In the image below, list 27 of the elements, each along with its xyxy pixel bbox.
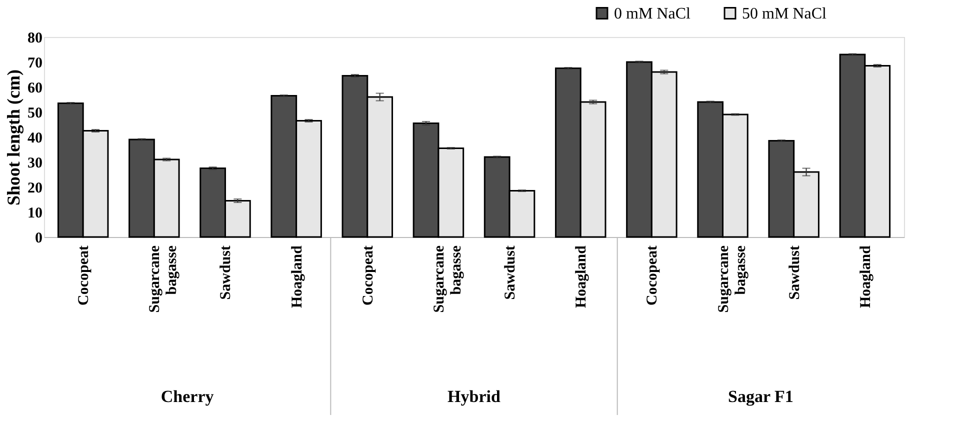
y-tick-label: 0 bbox=[35, 230, 42, 246]
x-tick-label: Sugarcane bagasse bbox=[431, 245, 464, 313]
x-tick-label: Hoagland bbox=[858, 244, 874, 308]
x-tick-label: Sugarcane bagasse bbox=[716, 245, 749, 313]
x-tick-label: Sawdust bbox=[786, 246, 803, 300]
x-tick-label: Cocopeat bbox=[644, 246, 661, 306]
y-tick-label: 30 bbox=[28, 156, 42, 172]
text: Cherry bbox=[160, 387, 214, 406]
y-tick-label: 10 bbox=[28, 206, 42, 222]
y-tick-label: 40 bbox=[28, 130, 42, 146]
y-tick-label: 50 bbox=[28, 106, 42, 122]
y-tick-label: 80 bbox=[28, 30, 42, 46]
y-tick-label: 20 bbox=[28, 180, 42, 196]
x-tick-label: Cocopeat bbox=[76, 246, 92, 306]
x-tick-label: Cocopeat bbox=[360, 246, 376, 306]
y-tick-label: 70 bbox=[28, 56, 42, 72]
x-tick-label: Sugarcane bagasse bbox=[147, 245, 180, 313]
x-tick-label: Hoagland bbox=[574, 244, 590, 308]
x-tick-label: Sawdust bbox=[502, 246, 519, 300]
text: Sagar F1 bbox=[728, 387, 794, 406]
x-tick-label: Sawdust bbox=[218, 246, 234, 300]
legend-label: 0 mM NaCl bbox=[614, 5, 691, 22]
y-axis-title: Shoot length (cm) bbox=[4, 70, 24, 206]
legend-label: 50 mM NaCl bbox=[742, 5, 827, 22]
text: Hybrid bbox=[448, 387, 501, 406]
x-tick-label: Hoagland bbox=[289, 244, 306, 308]
y-tick-label: 60 bbox=[28, 80, 42, 96]
